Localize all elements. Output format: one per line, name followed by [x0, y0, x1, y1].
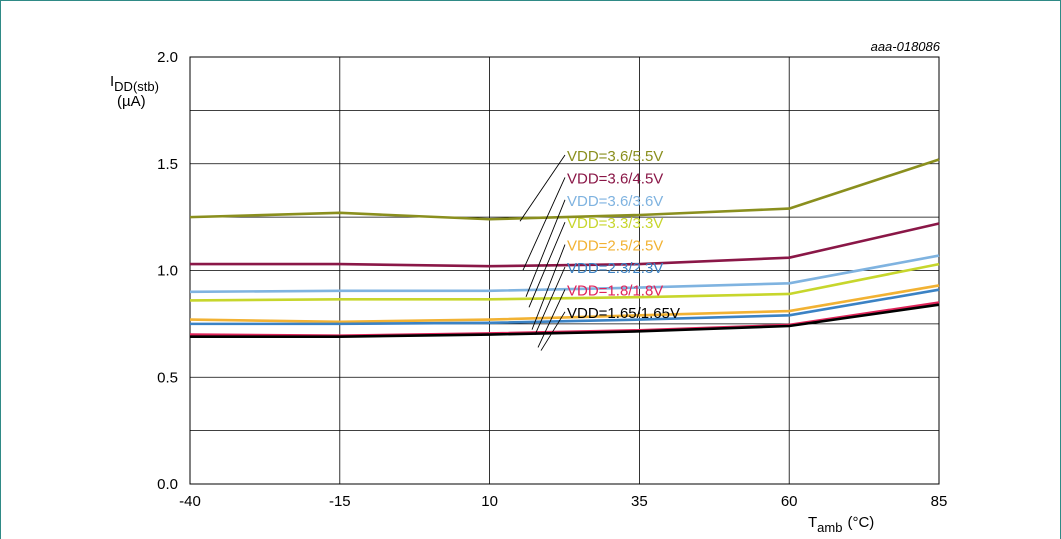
x-axis-label: Tamb (°C)	[808, 514, 874, 535]
x-tick-label: 35	[631, 493, 648, 510]
legend-label: VDD=2.5/2.5V	[567, 238, 663, 255]
x-tick-label: -15	[329, 493, 351, 510]
legend-leader-line	[522, 177, 566, 271]
legend-leader-line	[519, 154, 566, 222]
y-axis-unit: (µA)	[117, 93, 146, 110]
y-axis-label-sub: DD(stb)	[114, 79, 159, 94]
x-tick-label: 85	[931, 493, 948, 510]
x-tick-label: -40	[179, 493, 201, 510]
legend-label: VDD=3.6/5.5V	[567, 148, 663, 165]
legend-label: VDD=3.3/3.3V	[567, 215, 663, 232]
x-axis-label-unit: (°C)	[847, 514, 874, 531]
series-line	[190, 222, 940, 268]
x-tick-label: 10	[481, 493, 498, 510]
legend-leader-line	[534, 266, 566, 335]
grid	[189, 56, 940, 485]
legend-label: VDD=1.65/1.65V	[567, 305, 680, 322]
y-tick-label: 1.5	[157, 156, 178, 173]
legend-label: VDD=3.6/4.5V	[567, 170, 663, 187]
series-line	[189, 284, 940, 324]
legend-leader-line	[528, 222, 566, 308]
series-line	[190, 303, 940, 338]
legend: VDD=3.6/5.5V VDD=3.6/4.5V VDD=3.6/3.6V VDD=…	[519, 148, 680, 351]
y-tick-label: 0.5	[157, 369, 178, 386]
legend-leader-line	[540, 311, 566, 351]
y-tick-label: 0.0	[157, 476, 178, 493]
series-line	[189, 158, 940, 221]
x-axis-label-sub: amb	[817, 520, 842, 535]
figure-reference-code: aaa-018086	[871, 39, 941, 54]
series-line	[189, 262, 940, 302]
legend-label: VDD=1.8/1.8V	[567, 282, 663, 299]
series-line	[189, 301, 940, 337]
y-tick-label: 2.0	[157, 49, 178, 66]
x-tick-label: 60	[781, 493, 798, 510]
y-axis-label: IDD(stb)	[110, 73, 159, 94]
x-axis-label-main: T	[808, 514, 817, 531]
y-tick-label: 1.0	[157, 263, 178, 280]
y-axis-label-main: I	[110, 73, 114, 90]
series-line	[190, 288, 940, 326]
legend-label: VDD=3.6/3.6V	[567, 193, 663, 210]
series-lines	[189, 158, 940, 338]
legend-leader-line	[531, 244, 566, 330]
legend-label: VDD=2.3/2.3V	[567, 260, 663, 277]
series-line	[189, 254, 940, 294]
tick-labels: -40 -15 10 35 60 85 0.0 0.5 1.0 1.5 2.0	[157, 49, 947, 510]
legend-leader-line	[525, 199, 566, 297]
legend-leader-line	[537, 289, 566, 348]
